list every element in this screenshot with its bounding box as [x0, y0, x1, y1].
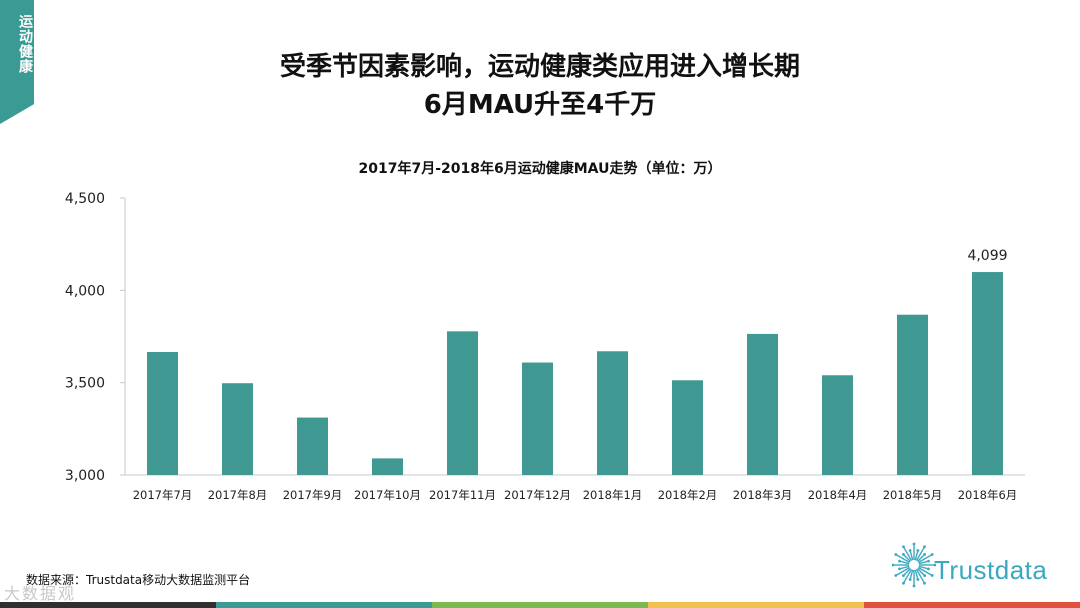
y-tick-label: 4,500 — [65, 191, 105, 207]
headline-line-2: 6月MAU升至4千万 — [423, 90, 657, 120]
bar — [672, 380, 703, 475]
footer-color-bar — [0, 602, 1080, 608]
starburst-ray — [917, 566, 933, 577]
starburst-ray — [902, 568, 913, 584]
x-tick-label: 2018年5月 — [883, 488, 943, 502]
bar — [522, 362, 553, 475]
bar — [822, 375, 853, 475]
starburst-dot — [927, 559, 930, 563]
starburst-ray — [917, 568, 926, 577]
x-tick-label: 2017年10月 — [354, 488, 421, 502]
starburst-dot — [923, 581, 926, 585]
starburst-dot — [930, 574, 934, 577]
chart-axes: 3,000 3,500 4,000 4,500 — [65, 191, 1025, 484]
starburst-ray — [909, 569, 914, 580]
x-tick-label: 2017年12月 — [504, 488, 571, 502]
footer-color-strip — [648, 602, 864, 608]
x-tick-label: 2017年11月 — [429, 488, 496, 502]
starburst-ray — [914, 569, 919, 580]
starburst-dot — [901, 552, 905, 556]
starburst-ray — [917, 553, 933, 564]
starburst-dot — [923, 545, 926, 549]
starburst-ray — [918, 560, 929, 565]
starburst-dot — [894, 574, 898, 577]
starburst-ray — [909, 550, 914, 561]
x-tick-label: 2018年1月 — [583, 488, 643, 502]
starburst-ray — [895, 566, 911, 577]
data-source-note: 数据来源：Trustdata移动大数据监测平台 — [26, 573, 251, 587]
bar — [147, 352, 178, 475]
starburst-ray — [902, 568, 911, 577]
starburst-dot — [902, 581, 905, 585]
y-tick-label: 3,000 — [65, 468, 105, 484]
starburst-dot — [891, 563, 895, 567]
bar — [222, 383, 253, 475]
footer-color-strip — [432, 602, 648, 608]
logo-wordmark: Trustdata — [934, 555, 1048, 585]
bar — [372, 458, 403, 475]
starburst-ray — [914, 550, 919, 561]
data-label: 4,099 — [967, 248, 1007, 264]
starburst-dot — [933, 563, 937, 567]
starburst-dot — [927, 567, 930, 571]
x-tick-label: 2018年2月 — [658, 488, 718, 502]
starburst-ray — [917, 553, 926, 562]
starburst-dot — [923, 552, 927, 556]
bar — [897, 314, 928, 475]
starburst-ray — [899, 560, 910, 565]
page-headline: 受季节因素影响，运动健康类应用进入增长期 6月MAU升至4千万 — [0, 48, 1080, 124]
starburst-dot — [898, 567, 901, 571]
y-tick-label: 3,500 — [65, 376, 105, 392]
headline-line-1: 受季节因素影响，运动健康类应用进入增长期 — [279, 52, 800, 82]
starburst-ray — [895, 553, 911, 564]
starburst-dot — [912, 542, 916, 546]
x-tick-label: 2018年6月 — [958, 488, 1018, 502]
bar — [747, 333, 778, 475]
starburst-dot — [912, 584, 916, 588]
x-tick-label: 2017年7月 — [133, 488, 193, 502]
x-tick-label: 2018年3月 — [733, 488, 793, 502]
starburst-dot — [908, 578, 912, 581]
starburst-dot — [930, 553, 934, 556]
chart-labels: 2017年7月 2017年8月 2017年9月 2017年10月 2017年11月 201… — [133, 248, 1018, 502]
starburst-dot — [894, 553, 898, 556]
footer-color-strip — [0, 602, 216, 608]
bar — [447, 331, 478, 475]
chart-title: 2017年7月-2018年6月运动健康MAU走势（单位：万） — [358, 161, 722, 177]
footer-color-strip — [216, 602, 432, 608]
starburst-dot — [916, 578, 920, 581]
side-category-label: 运动健康 — [17, 14, 33, 74]
trustdata-logo: Trustdata — [891, 538, 1068, 592]
footer-color-strip — [864, 602, 1080, 608]
bar — [297, 417, 328, 475]
x-tick-label: 2017年8月 — [208, 488, 268, 502]
bar — [972, 272, 1003, 475]
starburst-icon — [891, 542, 937, 588]
starburst-ray — [902, 546, 913, 562]
starburst-dot — [908, 549, 912, 552]
watermark: 大数据观 — [4, 584, 77, 603]
starburst-dot — [923, 574, 927, 578]
starburst-dot — [916, 549, 920, 552]
starburst-dot — [902, 545, 905, 549]
starburst-ray — [918, 565, 929, 570]
starburst-ray — [902, 553, 911, 562]
x-tick-label: 2017年9月 — [283, 488, 343, 502]
x-tick-label: 2018年4月 — [808, 488, 868, 502]
starburst-ray — [915, 546, 926, 562]
starburst-ray — [899, 565, 910, 570]
starburst-ray — [915, 568, 926, 584]
starburst-dot — [898, 559, 901, 563]
bar — [597, 351, 628, 475]
y-tick-label: 4,000 — [65, 283, 105, 299]
chart-bars — [147, 272, 1003, 475]
starburst-dot — [901, 574, 905, 578]
side-category-tab: 运动健康 — [0, 0, 34, 124]
